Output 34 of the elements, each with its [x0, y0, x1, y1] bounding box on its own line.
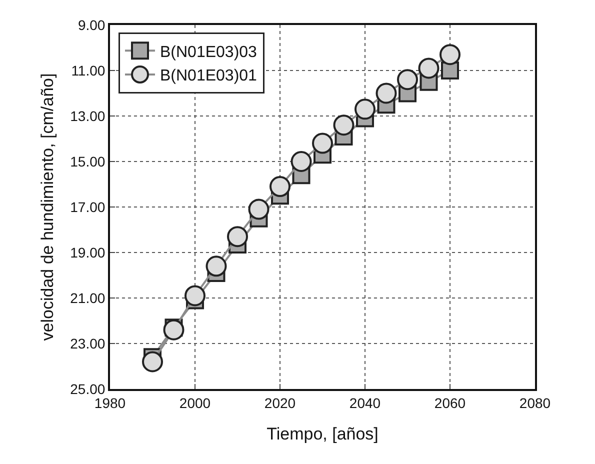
point — [163, 319, 184, 340]
point — [248, 198, 270, 220]
x-tick-label: 2080 — [519, 394, 551, 411]
y-tick-label: 25.00 — [70, 380, 106, 397]
point — [270, 176, 290, 198]
y-tick-label: 9.00 — [78, 16, 106, 33]
point — [418, 58, 440, 79]
point — [333, 114, 354, 136]
point — [397, 69, 418, 90]
y-tick-label: 11.00 — [71, 62, 106, 78]
y-tick-label: 15.00 — [70, 153, 106, 170]
x-tick-label: 2040 — [349, 394, 381, 411]
point — [290, 151, 312, 172]
x-axis-title: Tiempo, [años] — [266, 424, 378, 444]
point — [440, 44, 460, 66]
x-tick-label: 2000 — [179, 394, 211, 411]
point — [354, 98, 376, 120]
y-tick-label: 21.00 — [70, 290, 106, 306]
y-tick-label: 19.00 — [70, 244, 106, 260]
x-tick-label: 1980 — [94, 394, 126, 411]
y-tick-label: 23.00 — [70, 335, 106, 352]
y-tick-label: 13.00 — [70, 108, 106, 124]
y-tick-label: 17.00 — [70, 198, 106, 215]
x-tick-label: 2020 — [264, 394, 296, 411]
legend-label: B(N01E03)03 — [160, 44, 258, 61]
point — [376, 82, 397, 104]
point — [227, 226, 248, 248]
point — [206, 256, 227, 277]
point — [142, 351, 163, 372]
point — [184, 285, 206, 306]
y-axis-title: velocidad de hundimiento, [cm/año] — [38, 73, 58, 341]
point — [312, 132, 333, 154]
x-tick-label: 2060 — [434, 394, 466, 411]
legend-label: B(N01E03)01 — [160, 68, 258, 85]
